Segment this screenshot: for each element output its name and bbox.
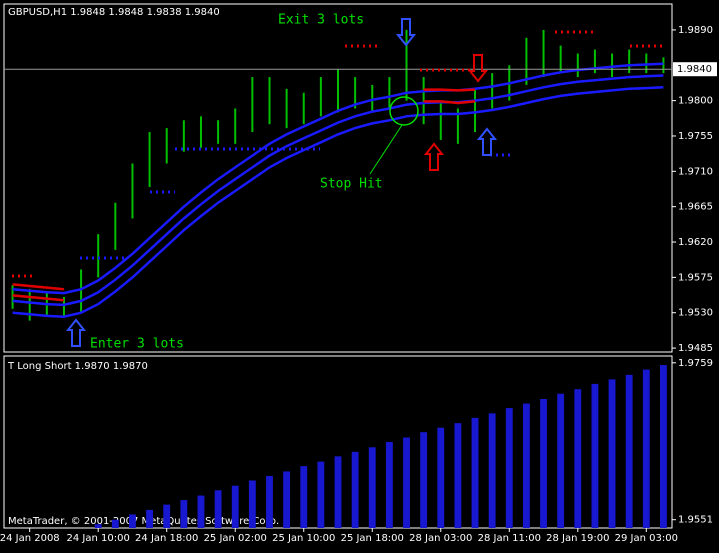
footer: MetaTrader, © 2001-2007 MetaQuotes Softw… — [8, 516, 279, 527]
histogram-bar — [505, 408, 513, 528]
histogram-bar — [317, 461, 325, 528]
y-tick-label: 1.9755 — [678, 131, 713, 142]
enter-arrow — [65, 318, 87, 347]
histogram-bar — [540, 399, 547, 528]
histogram-bar — [283, 471, 291, 528]
x-tick-label: 24 Jan 10:00 — [67, 533, 130, 544]
x-tick-label: 28 Jan 19:00 — [546, 533, 609, 544]
x-tick-label: 28 Jan 11:00 — [478, 533, 541, 544]
histogram-bar — [197, 495, 205, 528]
buy-arrow — [476, 127, 498, 156]
y-tick-label: 1.9551 — [678, 515, 713, 526]
band-line — [12, 100, 476, 302]
histogram-bar — [454, 423, 462, 528]
annotation: Stop Hit — [320, 177, 383, 192]
y-tick-label: 1.9485 — [678, 343, 713, 354]
y-tick-label: 1.9665 — [678, 202, 713, 213]
x-tick-label: 25 Jan 02:00 — [204, 533, 267, 544]
x-tick-label: 24 Jan 18:00 — [135, 533, 198, 544]
signal-dots — [12, 30, 665, 278]
annotation: Enter 3 lots — [90, 337, 184, 352]
stop-circle — [389, 96, 419, 126]
annotations — [12, 18, 665, 347]
histogram-bar — [437, 427, 445, 528]
histogram-bar — [111, 519, 119, 528]
band-line — [12, 86, 664, 318]
current-price-label: 1.9840 — [677, 64, 712, 75]
y-tick-label: 1.9530 — [678, 308, 713, 319]
histogram-bar — [368, 447, 376, 528]
histogram-bar — [129, 514, 136, 528]
chart-title: GBPUSD,H1 1.9848 1.9848 1.9838 1.9840 — [8, 7, 220, 18]
histogram-bar — [231, 485, 239, 528]
histogram-bar — [642, 369, 650, 528]
sell-arrow — [467, 54, 489, 83]
histogram-bar — [608, 379, 616, 528]
indicator-title: T Long Short 1.9870 1.9870 — [7, 361, 148, 372]
signal-dots-blue — [80, 147, 510, 260]
histogram-bar — [214, 490, 222, 528]
histogram-bar — [163, 504, 171, 528]
histogram-bar — [660, 365, 667, 528]
y-tick-label: 1.9575 — [678, 272, 713, 283]
x-tick-label: 24 Jan 2008 — [0, 533, 60, 544]
histogram-bar — [351, 451, 359, 528]
histogram-bar — [334, 456, 342, 528]
y-tick-label: 1.9620 — [678, 237, 713, 248]
histogram-bar — [385, 442, 393, 528]
x-tick-label: 28 Jan 03:00 — [409, 533, 472, 544]
y-tick-label: 1.9890 — [678, 25, 713, 36]
histogram-bar — [574, 389, 582, 528]
histogram-bar — [403, 437, 410, 528]
histogram-bar — [266, 475, 273, 528]
histogram-bar — [180, 500, 188, 528]
main-panel — [3, 3, 673, 353]
band-line — [12, 74, 664, 307]
histogram-bar — [146, 509, 154, 528]
annotation: Exit 3 lots — [278, 13, 364, 28]
histogram-bar — [557, 393, 565, 528]
histogram-bar — [94, 524, 102, 528]
band-line — [12, 88, 476, 291]
x-tick-label: 25 Jan 10:00 — [272, 533, 335, 544]
red-up-arrow — [423, 142, 445, 171]
histogram-bar — [248, 480, 256, 528]
histogram-bar — [471, 417, 479, 528]
exit-arrow — [395, 18, 417, 47]
histogram-bar — [300, 466, 308, 528]
x-tick-label: 29 Jan 03:00 — [615, 533, 678, 544]
histogram-bar — [625, 374, 633, 528]
histogram-bar — [522, 403, 530, 528]
y-tick-label: 1.9759 — [678, 358, 713, 369]
current-price-box — [673, 62, 717, 77]
histogram-bar — [591, 383, 599, 528]
stop-pointer — [369, 124, 403, 175]
band-line — [12, 62, 664, 295]
histogram-bar — [488, 413, 496, 528]
x-tick-label: 25 Jan 18:00 — [341, 533, 404, 544]
histogram-bar — [420, 432, 428, 528]
y-tick-label: 1.9710 — [678, 166, 713, 177]
y-tick-label: 1.9800 — [678, 96, 713, 107]
